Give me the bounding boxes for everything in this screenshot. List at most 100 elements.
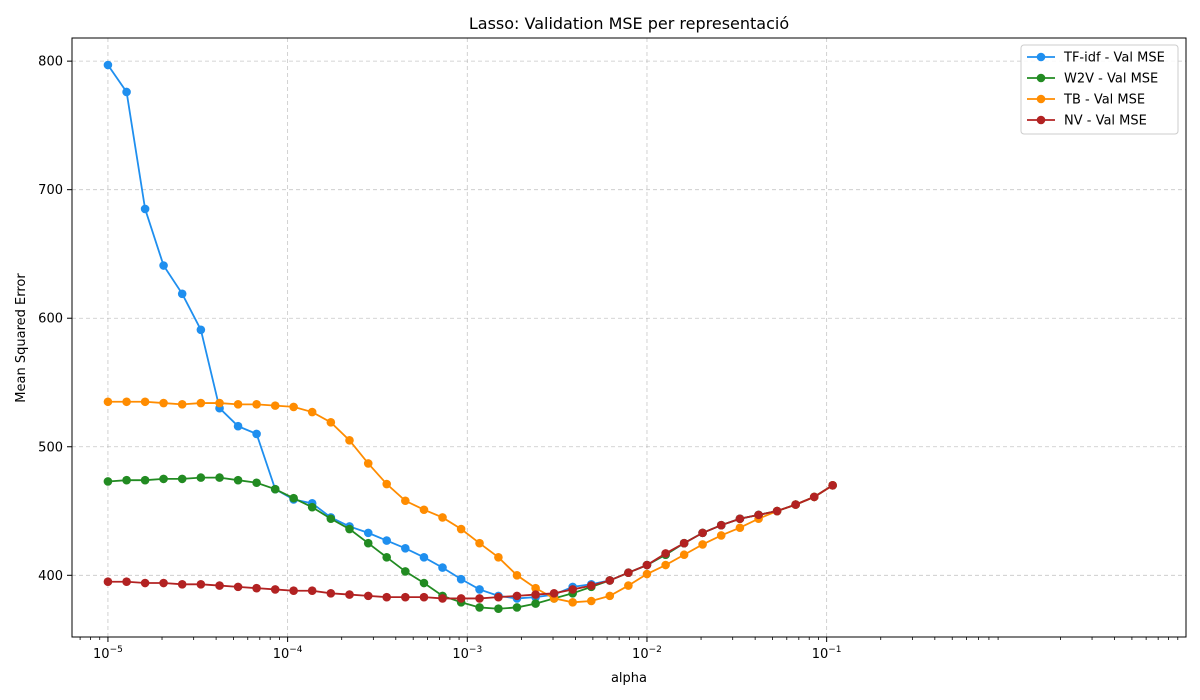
data-point [215, 473, 224, 482]
data-point [103, 577, 113, 587]
data-point [531, 590, 540, 599]
data-point [809, 492, 819, 502]
data-point [587, 596, 596, 606]
legend-label: NV - Val MSE [1064, 114, 1147, 129]
data-point [624, 568, 633, 578]
data-point [307, 586, 317, 596]
data-point [140, 578, 150, 588]
data-point [159, 261, 168, 270]
data-point [363, 528, 373, 538]
data-point [382, 553, 391, 562]
data-point [196, 473, 206, 482]
data-point [438, 563, 447, 572]
data-point [642, 569, 652, 579]
data-point [679, 538, 689, 548]
data-point [233, 475, 243, 485]
data-point [401, 496, 410, 506]
data-point [642, 560, 652, 570]
legend-entry: TB - Val MSE [1027, 93, 1145, 108]
data-point [233, 400, 243, 409]
data-point [438, 513, 447, 522]
legend-label: TF-idf - Val MSE [1063, 51, 1165, 66]
data-point [215, 398, 224, 408]
data-point [661, 560, 670, 570]
data-point [698, 540, 707, 549]
data-point [382, 479, 391, 489]
data-point [772, 506, 782, 516]
data-point [456, 524, 466, 534]
data-point [177, 474, 187, 484]
data-point [233, 421, 243, 431]
data-point [475, 603, 484, 612]
data-point [270, 401, 280, 410]
data-point [494, 592, 503, 602]
data-point [196, 325, 206, 335]
series-line [107, 400, 834, 604]
data-point [419, 553, 429, 562]
data-point [698, 528, 707, 538]
legend-label: TB - Val MSE [1063, 93, 1145, 108]
data-point [419, 505, 429, 515]
data-point [345, 436, 354, 445]
data-point [716, 520, 726, 530]
data-point [754, 510, 763, 520]
series-line [107, 484, 834, 600]
y-tick-label: 500 [38, 440, 63, 455]
legend-entry: W2V - Val MSE [1027, 72, 1158, 87]
data-point [568, 597, 577, 607]
data-point [159, 398, 168, 408]
legend-label: W2V - Val MSE [1064, 72, 1158, 87]
data-point [531, 583, 540, 593]
y-axis-title: Mean Squared Error [14, 273, 29, 403]
data-point [401, 544, 410, 553]
data-point [494, 553, 503, 562]
data-point [140, 397, 150, 407]
x-tick-label: 10−5 [93, 645, 123, 662]
data-point [475, 594, 484, 603]
legend-marker [1036, 52, 1046, 62]
data-point [159, 578, 168, 588]
plot-frame [71, 37, 1187, 638]
data-point [140, 204, 150, 214]
data-point [307, 407, 317, 417]
data-point [252, 478, 261, 488]
data-point [791, 500, 800, 509]
y-tick-label: 600 [38, 312, 63, 327]
data-point [735, 523, 745, 533]
data-point [159, 474, 168, 484]
data-point [382, 592, 391, 602]
data-point [252, 400, 261, 409]
data-point [624, 581, 633, 590]
data-point [122, 475, 131, 485]
data-point [494, 604, 503, 614]
x-axis-title: alpha [611, 671, 647, 686]
data-point [382, 536, 391, 545]
data-point [103, 477, 113, 486]
data-point [122, 87, 131, 97]
data-point [605, 591, 615, 601]
data-point [252, 583, 261, 593]
data-point [103, 397, 113, 407]
data-point [140, 475, 150, 485]
data-point [401, 592, 410, 602]
data-point [363, 591, 373, 601]
series-3 [103, 481, 837, 603]
x-tick-label: 10−4 [273, 645, 303, 662]
grid-layer [72, 38, 1186, 637]
data-point [103, 60, 113, 70]
legend: TF-idf - Val MSE W2V - Val MSE TB - Val MS… [1020, 44, 1179, 135]
y-tick-label: 700 [38, 183, 63, 198]
data-point [512, 591, 522, 601]
data-point [307, 502, 317, 512]
data-point [363, 459, 373, 468]
data-point [270, 585, 280, 594]
data-point [326, 418, 336, 427]
ticks-layer: 400 500 600 700 800 10−5 10−4 10−3 10−2 10−1 [38, 55, 1179, 662]
data-point [828, 481, 837, 490]
data-point [289, 586, 298, 596]
data-point [661, 549, 670, 558]
data-point [363, 538, 373, 548]
series-layer [103, 60, 837, 614]
data-point [326, 514, 336, 524]
